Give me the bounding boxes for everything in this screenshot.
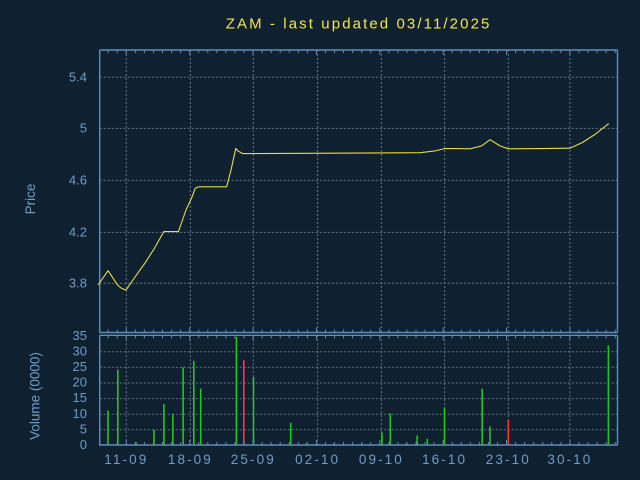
svg-text:5: 5: [80, 421, 87, 436]
svg-text:ZAM - last updated 03/11/2025: ZAM - last updated 03/11/2025: [226, 16, 492, 33]
svg-text:23-10: 23-10: [486, 452, 531, 467]
svg-text:10: 10: [73, 406, 87, 421]
svg-text:Volume (0000): Volume (0000): [28, 352, 43, 440]
svg-text:15: 15: [73, 390, 87, 405]
svg-text:0: 0: [80, 437, 87, 452]
svg-text:02-10: 02-10: [295, 452, 340, 467]
svg-text:11-09: 11-09: [104, 452, 148, 467]
svg-text:4.6: 4.6: [69, 173, 87, 188]
svg-text:5.4: 5.4: [69, 70, 87, 85]
svg-text:30: 30: [73, 343, 87, 358]
svg-text:25: 25: [73, 359, 87, 374]
svg-text:16-10: 16-10: [422, 452, 467, 467]
svg-text:20: 20: [73, 375, 87, 390]
svg-text:18-09: 18-09: [168, 452, 213, 467]
svg-text:4.2: 4.2: [69, 225, 87, 240]
svg-text:Price: Price: [23, 184, 38, 215]
svg-text:30-10: 30-10: [547, 452, 592, 467]
svg-text:3.8: 3.8: [69, 275, 87, 290]
svg-text:5: 5: [80, 121, 87, 136]
svg-text:09-10: 09-10: [359, 452, 404, 467]
svg-text:35: 35: [73, 328, 87, 343]
svg-text:25-09: 25-09: [231, 452, 276, 467]
